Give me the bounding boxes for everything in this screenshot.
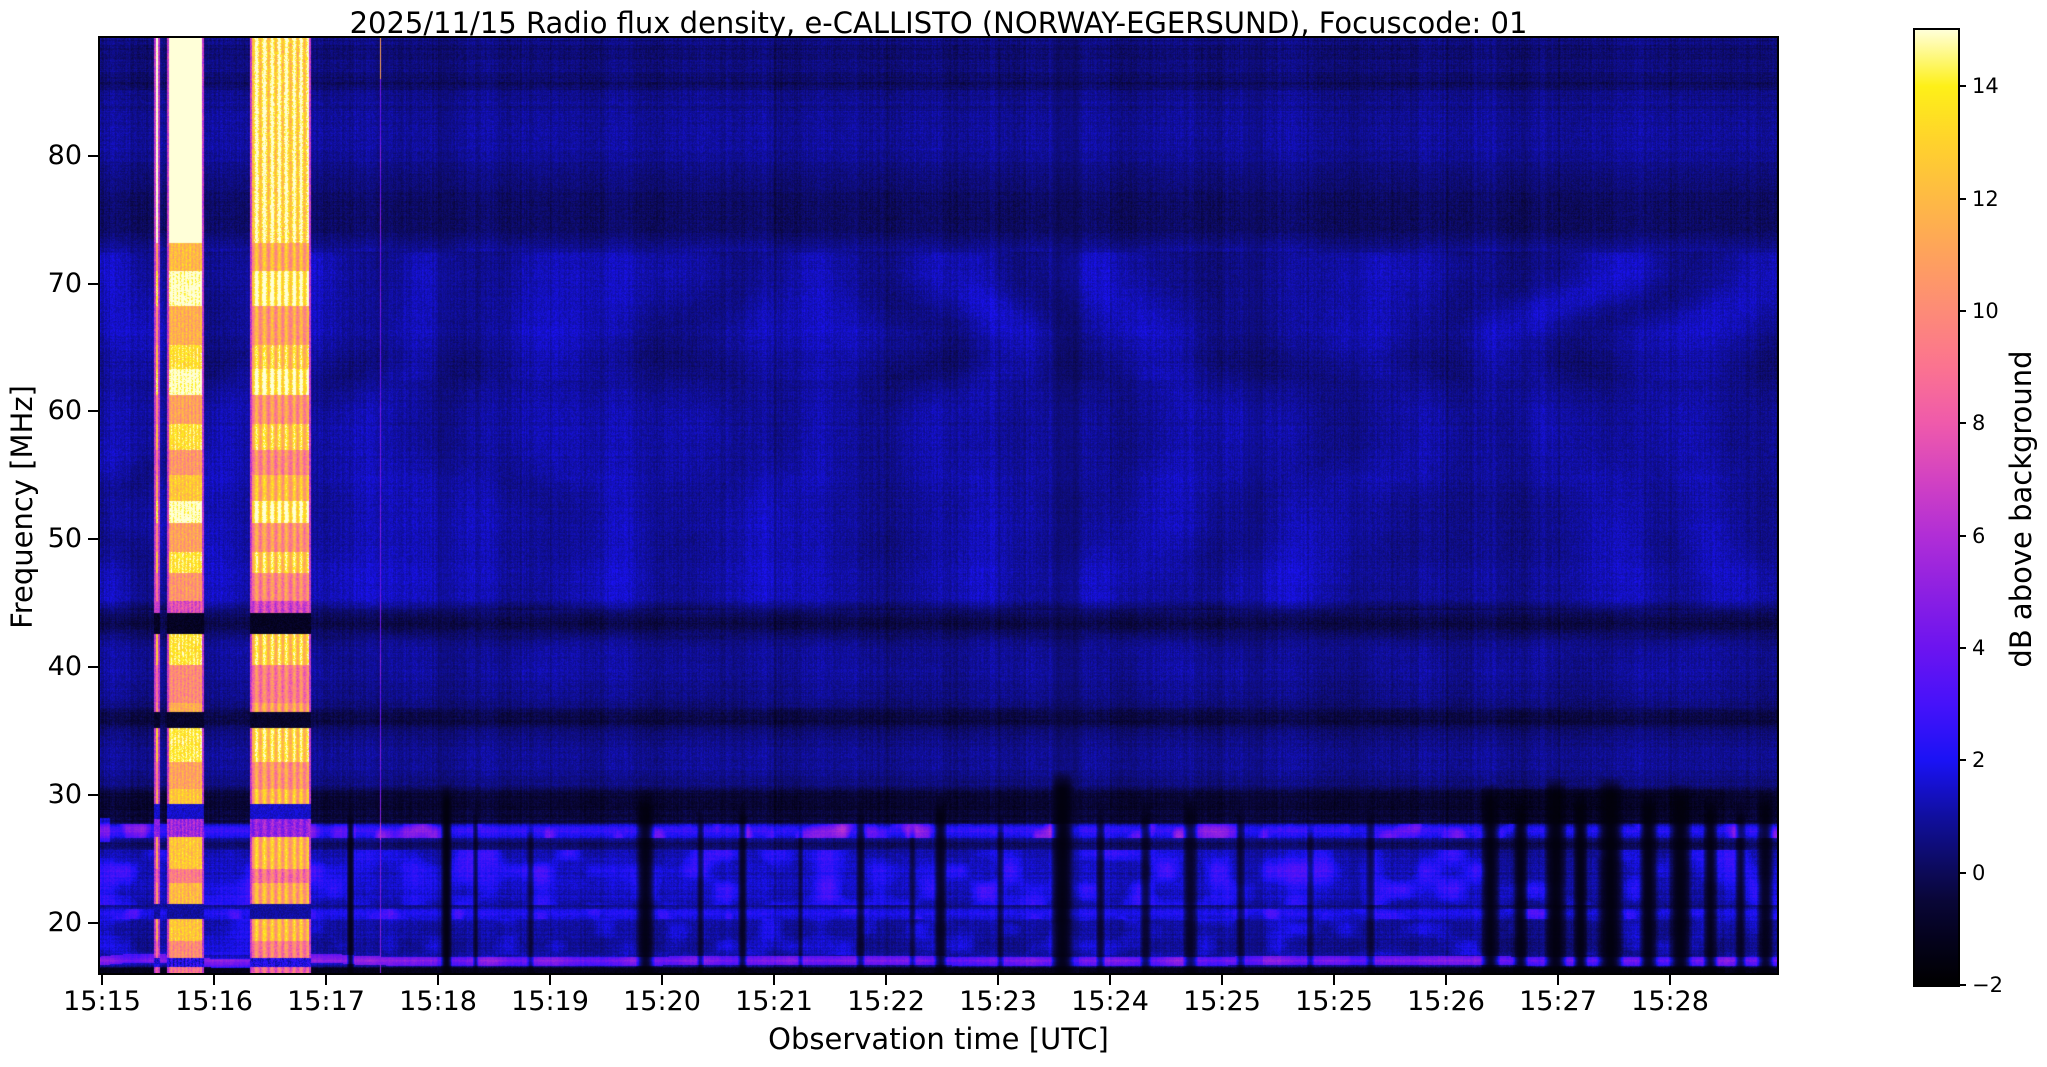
y-axis-tick xyxy=(88,794,98,797)
colorbar-frame xyxy=(1913,28,1960,987)
x-axis-tick-label: 15:22 xyxy=(847,986,925,1017)
x-axis-tick xyxy=(1669,975,1671,985)
x-axis-tick-label: 15:23 xyxy=(959,986,1037,1017)
colorbar-tick xyxy=(1960,646,1966,649)
plot-frame xyxy=(98,36,1779,975)
y-axis-tick-label: 30 xyxy=(47,779,82,811)
colorbar-tick xyxy=(1960,85,1966,88)
x-axis-tick-label: 15:15 xyxy=(63,986,141,1017)
x-axis-tick-label: 15:24 xyxy=(1071,986,1149,1017)
y-axis-tick-label: 40 xyxy=(47,651,82,683)
y-axis-tick xyxy=(88,538,98,541)
x-axis-tick-label: 15:26 xyxy=(1407,986,1485,1017)
x-axis-tick-label: 15:19 xyxy=(511,986,589,1017)
x-axis-tick-label: 15:25 xyxy=(1183,986,1261,1017)
x-axis-tick xyxy=(325,975,327,985)
x-axis-tick xyxy=(549,975,551,985)
colorbar-tick-label: 8 xyxy=(1972,411,1986,436)
x-axis-tick-label: 15:28 xyxy=(1631,986,1709,1017)
x-axis-tick-label: 15:27 xyxy=(1519,986,1597,1017)
colorbar-tick xyxy=(1960,422,1966,425)
y-axis-tick xyxy=(88,922,98,925)
colorbar-tick xyxy=(1960,197,1966,200)
colorbar-label: dB above background xyxy=(2004,350,2038,668)
y-axis-tick xyxy=(88,282,98,285)
x-axis-tick xyxy=(437,975,439,985)
x-axis-tick-label: 15:20 xyxy=(623,986,701,1017)
x-axis-tick xyxy=(997,975,999,985)
x-axis-tick-label: 15:16 xyxy=(175,986,253,1017)
colorbar-tick-label: 0 xyxy=(1972,860,1986,885)
x-axis-tick xyxy=(661,975,663,985)
x-axis-tick xyxy=(1221,975,1223,985)
x-axis-tick xyxy=(1109,975,1111,985)
x-axis-tick-label: 15:17 xyxy=(287,986,365,1017)
colorbar-tick xyxy=(1960,984,1966,986)
x-axis-tick xyxy=(213,975,215,985)
x-axis-tick xyxy=(101,975,103,985)
colorbar-tick-label: 6 xyxy=(1972,523,1986,548)
x-axis-tick xyxy=(1445,975,1447,985)
x-axis-tick xyxy=(885,975,887,985)
x-axis-tick xyxy=(1557,975,1559,985)
x-axis-label: Observation time [UTC] xyxy=(768,1022,1109,1056)
colorbar-tick-label: 14 xyxy=(1972,74,1999,99)
x-axis-tick-label: 15:25 xyxy=(1295,986,1373,1017)
y-axis-tick-label: 50 xyxy=(47,523,82,555)
y-axis-tick-label: 60 xyxy=(47,395,82,427)
colorbar-gradient xyxy=(1915,30,1958,985)
colorbar-tick-label: −2 xyxy=(1972,973,2003,997)
y-axis-tick xyxy=(88,154,98,157)
x-axis-tick-label: 15:21 xyxy=(735,986,813,1017)
colorbar-tick xyxy=(1960,534,1966,537)
x-axis-tick-label: 15:18 xyxy=(399,986,477,1017)
colorbar-tick-label: 4 xyxy=(1972,635,1986,660)
colorbar-tick-label: 12 xyxy=(1972,186,1999,211)
colorbar-tick xyxy=(1960,759,1966,762)
colorbar-tick xyxy=(1960,309,1966,312)
colorbar-tick-label: 10 xyxy=(1972,298,1999,323)
y-axis-tick-label: 80 xyxy=(47,139,82,171)
y-axis-tick xyxy=(88,410,98,413)
y-axis-label: Frequency [MHz] xyxy=(5,385,39,629)
colorbar-tick-label: 2 xyxy=(1972,748,1986,773)
spectrogram-canvas xyxy=(100,38,1777,973)
colorbar-tick xyxy=(1960,871,1966,874)
y-axis-tick-label: 20 xyxy=(47,907,82,939)
y-axis-tick xyxy=(88,666,98,669)
figure-title: 2025/11/15 Radio flux density, e-CALLIST… xyxy=(349,6,1528,40)
x-axis-tick xyxy=(1333,975,1335,985)
x-axis-tick xyxy=(773,975,775,985)
y-axis-tick-label: 70 xyxy=(47,267,82,299)
